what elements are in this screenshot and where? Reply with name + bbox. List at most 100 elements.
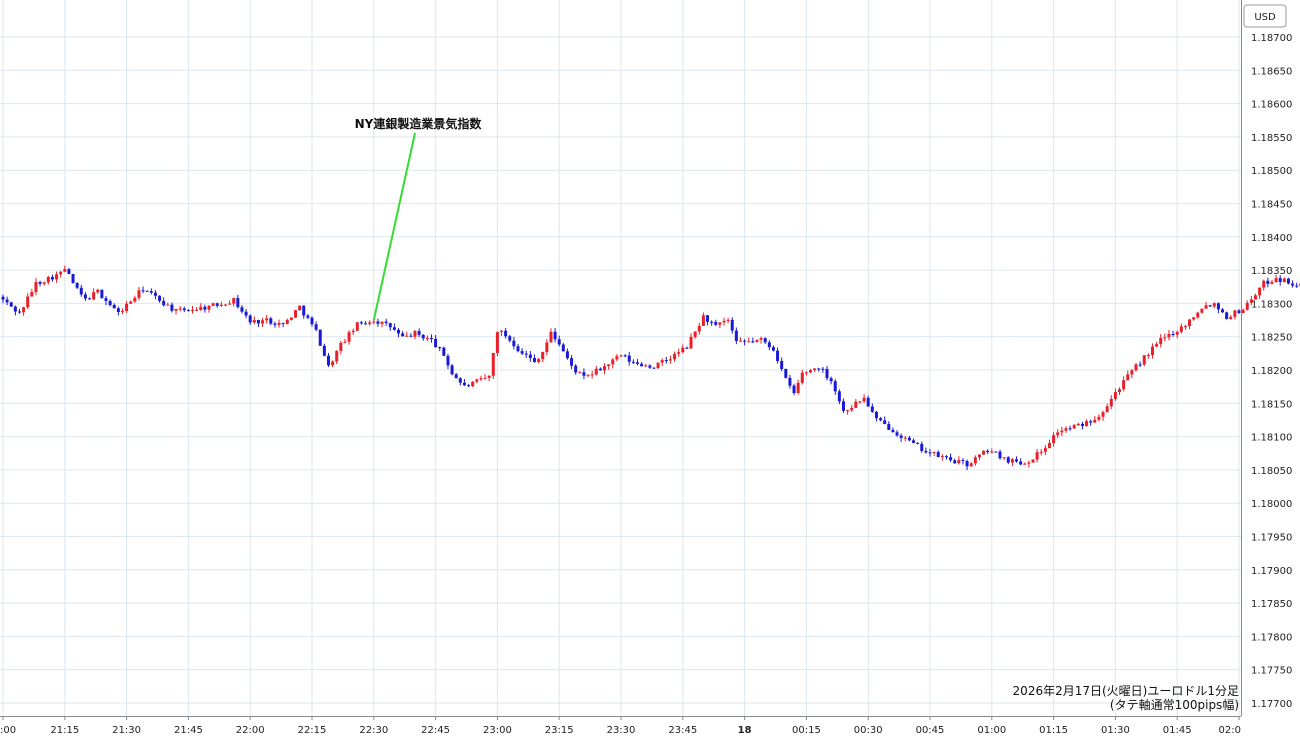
candle-body [1011,459,1014,462]
candle-body [554,332,557,339]
candle-body [685,348,688,349]
candle-body [109,301,112,305]
candle-body [1032,460,1035,463]
candle-down [100,290,103,299]
candle-body [743,341,746,342]
candle-body [63,269,66,272]
candle-up [294,310,297,318]
candle-body [735,331,738,341]
candle-body [533,358,536,362]
candle-body [356,322,359,330]
candle-body [401,333,404,336]
candle-body [335,351,338,362]
candle-body [162,301,165,305]
y-tick-label: 1.18700 [1251,33,1292,44]
x-tick-label: 21:30 [112,725,141,736]
candle-body [203,307,206,310]
candle-body [1102,412,1105,417]
candle-body [1027,463,1030,464]
candle-body [249,316,252,323]
candle-body [216,303,219,306]
y-tick-label: 1.18100 [1251,433,1292,444]
candle-body [826,369,829,378]
candle-body [339,343,342,351]
candle-body [900,435,903,438]
candle-body [1196,313,1199,318]
candle-body [710,322,713,323]
candle-body [240,307,243,312]
candle-body [858,401,861,402]
candle-body [488,376,491,378]
candle-body [278,323,281,325]
candle-body [451,365,454,374]
candle-body [315,324,318,329]
candle-body [446,356,449,365]
candle-body [529,355,532,358]
candle-body [1287,279,1290,284]
y-tick-label: 1.17700 [1251,699,1292,710]
candle-body [484,378,487,379]
candle-body [636,362,639,364]
candle-body [912,440,915,443]
candle-body [1085,421,1088,426]
candle-body [463,383,466,386]
x-tick-label: 21:15 [50,725,79,736]
candle-body [30,292,33,296]
candle-body [1159,338,1162,344]
candle-body [801,373,804,383]
candle-body [1163,337,1166,338]
candle-body [166,305,169,306]
y-tick-label: 1.18450 [1251,200,1292,211]
x-tick-label: 01:00 [977,725,1006,736]
candle-body [22,307,25,312]
candle-body [879,418,882,420]
candle-body [850,408,853,410]
candle-body [916,443,919,444]
candle-body [1048,443,1051,448]
candle-body [1097,417,1100,420]
candle-body [1015,459,1018,461]
candle-body [368,322,371,324]
candle-body [562,344,565,351]
candle-body [302,306,305,316]
candle-body [1200,309,1203,313]
candle-body [690,337,693,348]
candle-body [875,412,878,418]
candle-body [644,366,647,367]
candle-body [920,444,923,451]
candle-body [570,358,573,366]
candle-body [755,340,758,342]
candle-body [780,361,783,369]
candle-body [772,347,775,350]
candle-body [1246,303,1249,310]
candle-body [117,308,120,312]
y-tick-label: 1.18400 [1251,233,1292,244]
currency-label: USD [1254,12,1276,23]
annotation-label: NY連銀製造業景気指数 [355,116,483,131]
candle-body [805,372,808,373]
candle-body [1044,448,1047,452]
x-tick-label: 23:45 [668,725,697,736]
candle-body [1172,334,1175,335]
candle-body [1242,310,1245,313]
candle-body [311,318,314,324]
candle-body [591,374,594,375]
candle-body [1036,452,1039,459]
candle-body [55,274,58,279]
candle-body [72,274,75,283]
x-tick-label: 23:30 [607,725,636,736]
candle-body [133,298,136,302]
candle-body [945,456,948,457]
candle-body [306,316,309,318]
x-tick-label: 18 [738,725,752,736]
candle-body [966,461,969,466]
candle-body [809,370,812,372]
candle-body [673,354,676,359]
candle-body [1130,370,1133,374]
candle-body [257,320,260,323]
candle-body [957,460,960,463]
candle-body [834,381,837,391]
candle-body [793,386,796,393]
candle-body [661,360,664,363]
candle-body [471,382,474,386]
